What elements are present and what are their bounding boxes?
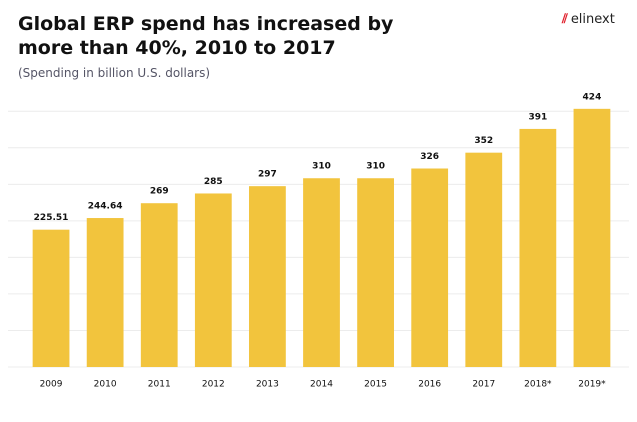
bar [86, 218, 124, 367]
value-label: 424 [583, 92, 602, 102]
value-label: 244.64 [88, 202, 123, 212]
bar [519, 128, 557, 367]
logo: ⫽ elinext [562, 12, 615, 27]
logo-text: elinext [570, 12, 615, 27]
x-tick-label: 2010 [94, 380, 117, 390]
value-label: 269 [150, 187, 169, 197]
x-tick-label: 2019* [578, 380, 606, 390]
value-label: 326 [420, 152, 439, 162]
x-tick-label: 2015 [364, 380, 387, 390]
x-tick-label: 2017 [472, 380, 495, 390]
x-tick-label: 2012 [202, 380, 225, 390]
x-tick-label: 2014 [310, 380, 333, 390]
x-tick-label: 2009 [40, 380, 63, 390]
bar [194, 193, 232, 367]
bar [411, 168, 449, 367]
value-label: 297 [258, 170, 277, 180]
bar [249, 186, 286, 367]
value-label: 352 [474, 136, 493, 146]
logo-icon: ⫽ [562, 12, 568, 27]
chart-title: Global ERP spend has increased by more t… [18, 13, 394, 59]
x-tick-label: 2016 [418, 380, 441, 390]
value-label: 391 [528, 112, 547, 122]
bar [140, 203, 178, 367]
bar [303, 178, 340, 367]
chart-subtitle: (Spending in billion U.S. dollars) [18, 66, 211, 80]
bar [32, 229, 70, 367]
value-label: 310 [312, 162, 331, 172]
value-label: 225.51 [34, 213, 69, 223]
bar [573, 108, 611, 367]
x-tick-label: 2011 [148, 380, 171, 390]
bar [357, 178, 394, 367]
x-tick-label: 2018* [524, 380, 552, 390]
value-label: 285 [204, 177, 223, 187]
value-label: 310 [366, 162, 385, 172]
x-tick-label: 2013 [256, 380, 279, 390]
bar [465, 152, 503, 367]
